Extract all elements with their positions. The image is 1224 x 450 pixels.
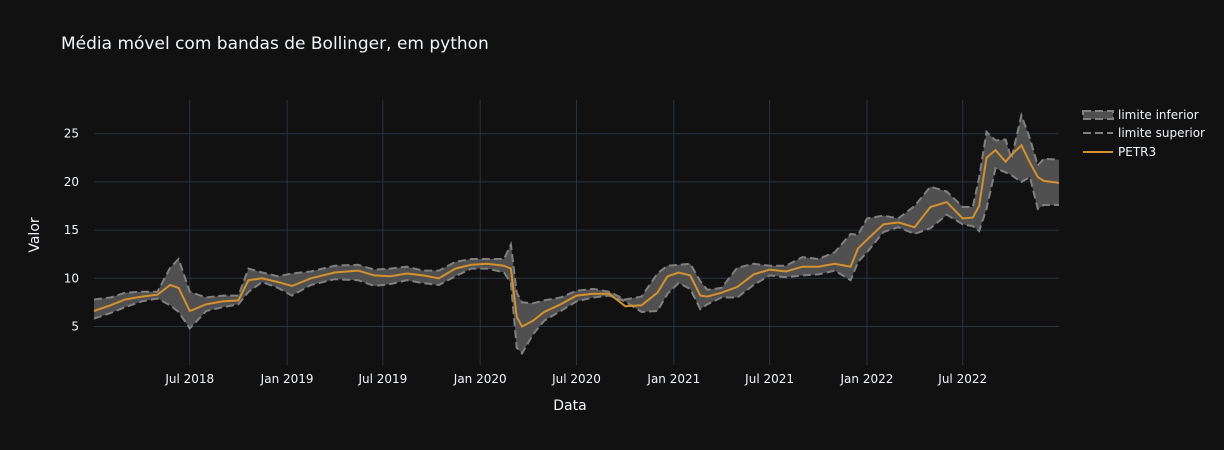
x-tick-label: Jan 2022 [840,372,894,386]
y-tick-label: 15 [64,223,79,237]
band-fill [94,115,1059,354]
chart-title: Média móvel com bandas de Bollinger, em … [61,34,489,54]
legend-label-lower: limite inferior [1118,108,1199,122]
axis-ticks: 5 10 15 20 25 Jul 2018 Jan 2019 Jul 2019 Jan 202… [64,127,987,386]
x-axis-title: Data [553,398,586,414]
x-tick-label: Jul 2021 [744,372,794,386]
legend-swatch-lower [1082,110,1114,120]
bollinger-band [94,115,1059,354]
series-line-lower [93,167,1059,356]
x-tick-label: Jul 2019 [357,372,407,386]
legend-label-petr3: PETR3 [1118,145,1156,159]
legend-label-upper: limite superior [1118,126,1205,140]
grid [94,100,1059,365]
x-tick-label: Jan 2020 [453,372,507,386]
x-tick-label: Jan 2021 [646,372,700,386]
series-lines [93,111,1060,356]
y-tick-label: 10 [64,271,79,285]
x-tick-label: Jan 2019 [260,372,314,386]
legend-item-lower[interactable]: limite inferior [1082,108,1199,122]
y-tick-label: 5 [71,319,79,333]
series-line-upper [93,111,1060,305]
x-tick-label: Jul 2018 [164,372,214,386]
y-tick-label: 25 [64,127,79,141]
legend-item-petr3[interactable]: PETR3 [1083,145,1156,159]
legend: limite inferior limite superior PETR3 [1082,108,1205,159]
y-tick-label: 20 [64,175,79,189]
x-tick-label: Jul 2020 [551,372,601,386]
x-tick-label: Jul 2022 [937,372,987,386]
series-line-petr3 [93,143,1060,328]
legend-item-upper[interactable]: limite superior [1083,126,1205,140]
y-axis-title: Valor [27,217,43,253]
